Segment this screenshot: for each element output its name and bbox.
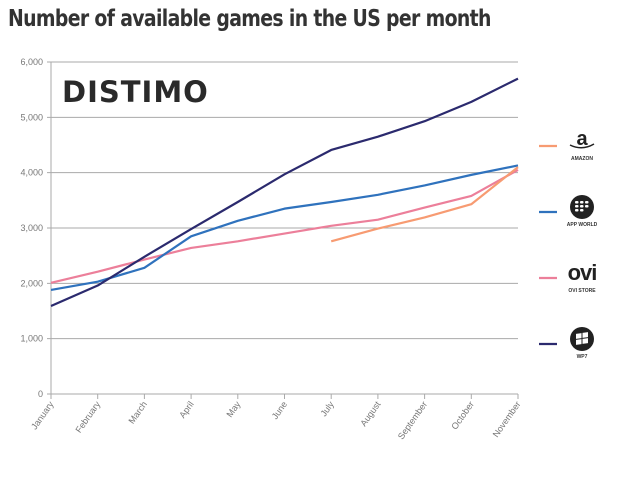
- ovi-logo-icon: ovi: [568, 260, 597, 285]
- y-tick-label: 5,000: [20, 112, 43, 122]
- blackberry-dot: [585, 201, 589, 204]
- y-tick-label: 3,000: [20, 223, 43, 233]
- x-tick-label: May: [224, 399, 242, 419]
- windows-pane: [582, 332, 588, 338]
- blackberry-dot: [580, 201, 584, 204]
- y-tick-label: 4,000: [20, 168, 43, 178]
- chart-title: Number of available games in the US per …: [8, 6, 491, 32]
- distimo-logo: DISTIMO: [62, 75, 209, 109]
- windows-pane: [576, 333, 582, 339]
- y-tick-label: 0: [38, 389, 43, 399]
- blackberry-dot: [585, 205, 589, 208]
- x-tick-label: July: [318, 399, 336, 418]
- x-tick-label: September: [396, 399, 429, 441]
- x-tick-label: January: [29, 399, 56, 431]
- x-tick-label: March: [126, 399, 149, 425]
- legend-label: AMAZON: [571, 156, 593, 162]
- amazon-logo-icon: a: [576, 128, 588, 150]
- y-tick-label: 2,000: [20, 278, 43, 288]
- windows-pane: [576, 339, 582, 345]
- blackberry-dot: [575, 201, 579, 204]
- series-line-ovi-store: [50, 168, 519, 284]
- x-tick-label: June: [270, 399, 289, 421]
- amazon-smile-icon: [569, 143, 595, 149]
- series-line-wp7: [50, 77, 519, 308]
- blackberry-dot: [575, 205, 579, 208]
- blackberry-dot: [580, 205, 584, 208]
- series-line-amazon: [330, 166, 519, 243]
- windows-logo-icon: [570, 327, 594, 351]
- legend-label: OVI STORE: [568, 288, 596, 294]
- x-tick-label: October: [449, 399, 476, 431]
- blackberry-dot: [575, 209, 579, 212]
- legend-label: APP WORLD: [567, 222, 598, 228]
- x-tick-label: February: [73, 399, 102, 435]
- legend-label: WP7: [577, 354, 588, 360]
- x-tick-label: August: [358, 399, 383, 428]
- y-tick-label: 6,000: [20, 57, 43, 67]
- x-tick-label: November: [491, 399, 523, 439]
- windows-pane: [582, 338, 588, 344]
- x-tick-label: April: [177, 399, 196, 419]
- series-line-app-world: [50, 164, 519, 292]
- blackberry-dot: [580, 209, 584, 212]
- y-tick-label: 1,000: [20, 334, 43, 344]
